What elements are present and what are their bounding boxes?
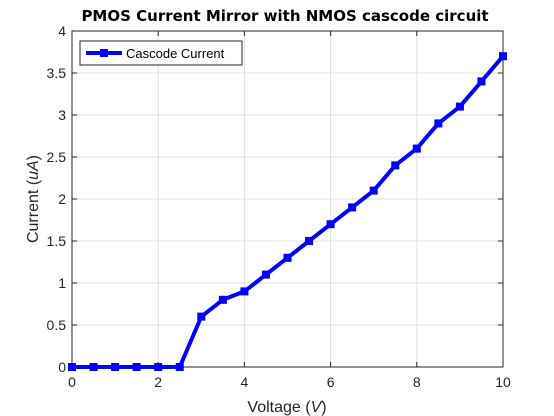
data-point <box>111 363 120 371</box>
data-point <box>455 102 464 111</box>
x-axis: 0 2 4 6 8 10 <box>68 31 511 390</box>
y-tick-label: 4 <box>58 23 66 39</box>
data-point <box>369 186 378 195</box>
y-tick-label: 2 <box>58 191 66 207</box>
data-point <box>154 363 163 371</box>
data-point <box>434 119 443 128</box>
x-tick-label: 8 <box>413 374 421 390</box>
data-point <box>218 295 227 304</box>
legend: Cascode Current <box>79 40 243 66</box>
series-group <box>68 52 507 371</box>
grid <box>71 30 504 368</box>
y-tick-label: 1.5 <box>47 233 67 249</box>
x-tick-label: 2 <box>154 374 162 390</box>
x-axis-label: Voltage (V) <box>247 399 326 416</box>
data-point <box>348 203 357 212</box>
x-tick-label: 10 <box>495 374 511 390</box>
chart-title: PMOS Current Mirror with NMOS cascode ci… <box>81 7 488 25</box>
data-point <box>132 363 141 371</box>
data-point <box>89 363 98 371</box>
data-point <box>412 144 421 153</box>
data-point <box>68 363 76 371</box>
data-point <box>175 363 184 371</box>
y-tick-label: 2.5 <box>47 149 67 165</box>
data-point <box>283 253 292 262</box>
x-tick-label: 4 <box>241 374 249 390</box>
y-axis-label: Current (uA) <box>25 155 42 243</box>
y-tick-label: 0 <box>58 359 66 375</box>
data-point <box>391 161 400 170</box>
data-point <box>499 52 507 61</box>
y-tick-label: 0.5 <box>47 317 67 333</box>
data-point <box>240 287 249 296</box>
data-point <box>477 77 486 86</box>
data-point <box>261 270 270 279</box>
y-tick-label: 3.5 <box>47 65 67 81</box>
series-line <box>72 54 505 369</box>
legend-marker <box>100 49 108 57</box>
legend-label: Cascode Current <box>126 46 225 61</box>
x-tick-label: 6 <box>327 374 335 390</box>
y-tick-label: 3 <box>58 107 66 123</box>
data-point <box>305 237 314 245</box>
y-tick-label: 1 <box>58 275 66 291</box>
legend-box <box>79 40 243 66</box>
data-point <box>197 312 206 321</box>
x-tick-label: 0 <box>68 374 76 390</box>
y-axis: 0 0.5 1 1.5 2 2.5 3 3.5 4 <box>47 23 503 375</box>
data-point <box>326 220 335 229</box>
